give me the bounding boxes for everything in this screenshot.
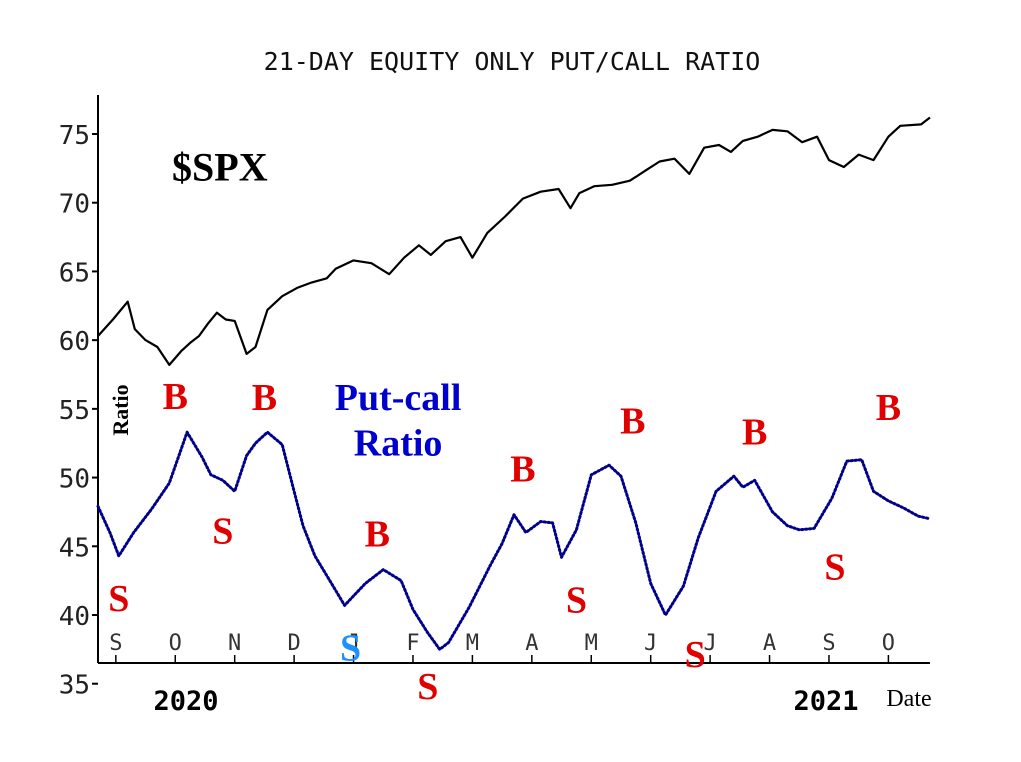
x-tick-label: J bbox=[644, 631, 657, 656]
buy-signal-marker: B bbox=[742, 412, 767, 454]
sell-signal-marker: S bbox=[417, 666, 438, 708]
sell-signal-marker: S bbox=[685, 634, 706, 676]
buy-signal-marker: B bbox=[163, 376, 188, 418]
y-tick-label: 70 bbox=[59, 190, 90, 220]
spx-series-label: $SPX bbox=[172, 145, 268, 190]
put-call-ratio-label: Ratio bbox=[354, 423, 443, 465]
y-tick-label: 50 bbox=[59, 465, 90, 495]
y-axis-label: Ratio bbox=[108, 384, 133, 435]
y-tick-label: 60 bbox=[59, 327, 90, 357]
x-tick-label: S bbox=[822, 631, 835, 656]
x-tick-label: M bbox=[466, 631, 479, 656]
x-tick-label: D bbox=[287, 631, 300, 656]
series-group bbox=[96, 116, 932, 651]
y-tick-label: 75 bbox=[59, 121, 90, 151]
x-tick-label: S bbox=[109, 631, 122, 656]
buy-signal-marker: B bbox=[510, 449, 535, 491]
y-tick-label: 35 bbox=[59, 671, 90, 701]
x-tick-label: O bbox=[169, 631, 182, 656]
y-tick-label: 65 bbox=[59, 258, 90, 288]
sell-signal-marker: S bbox=[566, 579, 587, 621]
y-tick-label: 45 bbox=[59, 533, 90, 563]
x-tick-label: J bbox=[703, 631, 716, 656]
put-call-ratio-series-line bbox=[96, 430, 932, 651]
y-ticks: 35 40 45 50 55 60 65 70 75 bbox=[59, 121, 98, 701]
sell-signal-marker: S bbox=[108, 578, 129, 620]
x-tick-label: A bbox=[525, 631, 538, 656]
sell-signal-marker: S bbox=[824, 546, 845, 588]
y-tick-label: 55 bbox=[59, 396, 90, 426]
y-tick-label: 40 bbox=[59, 602, 90, 632]
year-label-2020: 2020 bbox=[153, 686, 218, 717]
buy-signal-marker: B bbox=[876, 387, 901, 429]
axes bbox=[97, 95, 930, 664]
buy-signal-marker: B bbox=[365, 513, 390, 555]
x-tick-label: M bbox=[585, 631, 598, 656]
buy-signal-marker: B bbox=[252, 377, 277, 419]
x-tick-label: J bbox=[347, 631, 360, 656]
sell-signal-marker: S bbox=[340, 627, 361, 669]
x-tick-label: O bbox=[882, 631, 895, 656]
x-tick-label: N bbox=[228, 631, 241, 656]
chart-title: 21-DAY EQUITY ONLY PUT/CALL RATIO bbox=[264, 47, 761, 76]
buy-signal-marker: B bbox=[620, 401, 645, 443]
year-label-2021: 2021 bbox=[793, 686, 858, 717]
spx-series-line bbox=[97, 116, 931, 366]
x-tick-label: A bbox=[763, 631, 776, 656]
x-axis-label: Date bbox=[886, 686, 931, 712]
x-tick-label: F bbox=[406, 631, 419, 656]
put-call-ratio-label: Put-call bbox=[335, 377, 462, 419]
sell-signal-marker: S bbox=[212, 511, 233, 553]
